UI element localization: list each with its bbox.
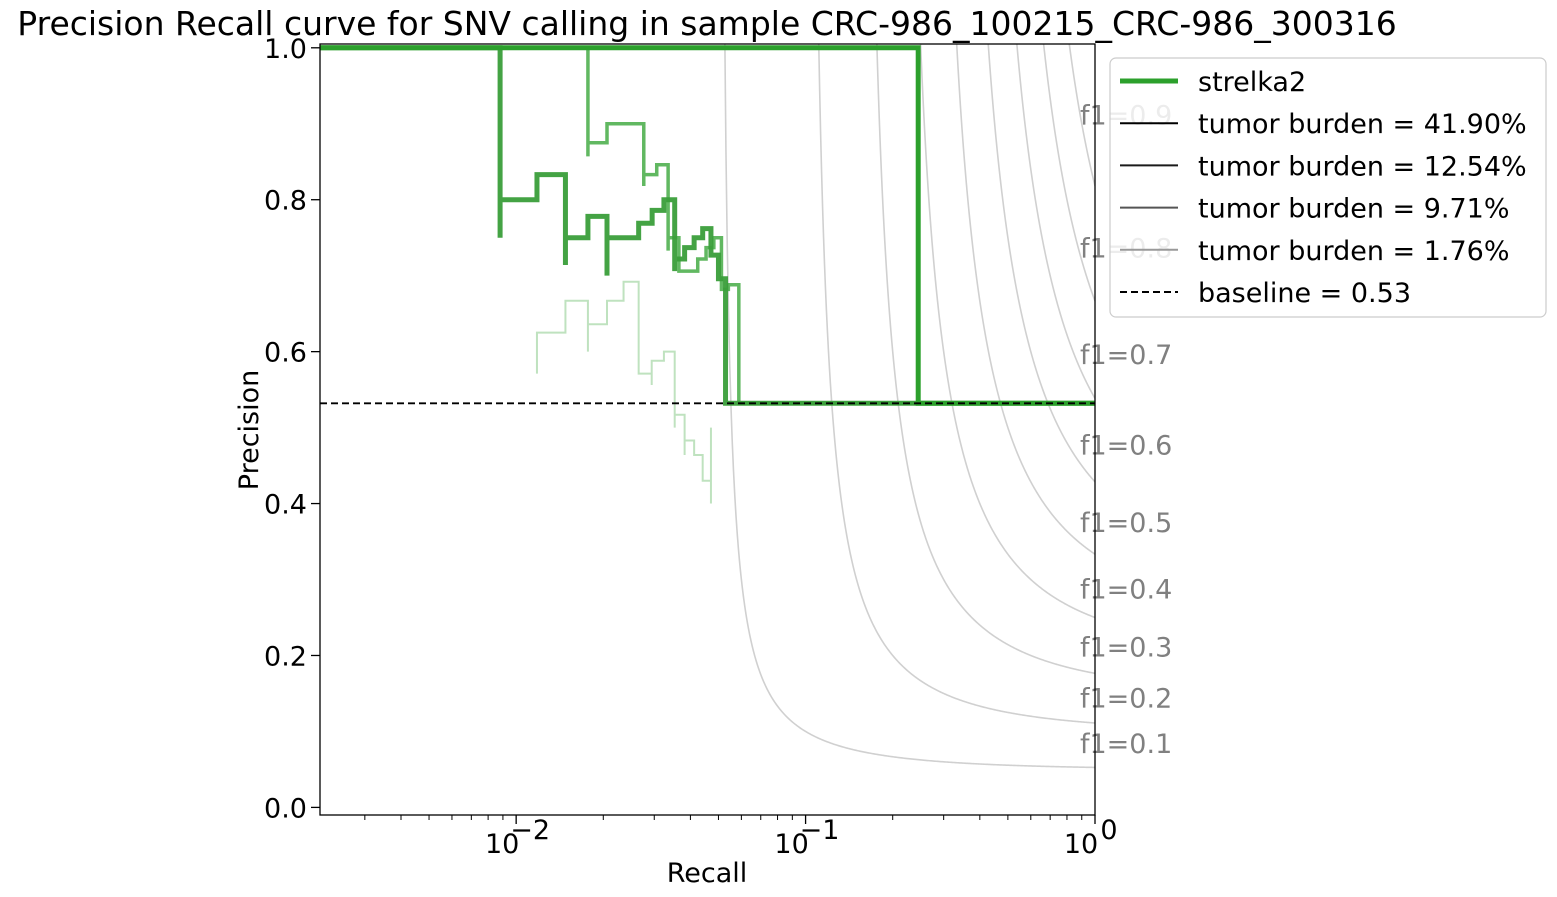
- f1-isoline: [1068, 44, 1095, 187]
- f1-isoline-label: f1=0.4: [1080, 575, 1172, 606]
- y-axis-label: Precision: [234, 370, 265, 490]
- f1-isoline: [817, 44, 1095, 724]
- f1-isoline: [724, 44, 1095, 769]
- x-tick-label: 10: [1064, 829, 1098, 860]
- f1-isoline: [1016, 44, 1095, 399]
- legend-label: tumor burden = 12.54%: [1198, 151, 1527, 182]
- legend-label: tumor burden = 1.76%: [1198, 236, 1510, 267]
- x-axis: 10−2 10−1 10 0: [364, 815, 1118, 860]
- x-tick-label: 10: [485, 829, 519, 860]
- f1-isoline: [919, 44, 1095, 619]
- f1-isoline-label: f1=0.7: [1080, 340, 1172, 371]
- plot-frame: [319, 43, 1096, 816]
- f1-isoline: [987, 44, 1095, 483]
- x-tick-exponent: 0: [1100, 815, 1117, 846]
- legend-label: baseline = 0.53: [1198, 278, 1411, 309]
- series-line: [535, 280, 712, 504]
- legend: strelka2 tumor burden = 41.90% tumor burde…: [1109, 57, 1547, 318]
- legend-label: strelka2: [1198, 67, 1306, 98]
- series-layer: [320, 45, 1095, 504]
- x-tick-exponent: −1: [800, 815, 840, 846]
- legend-box: [1109, 57, 1547, 318]
- f1-isoline-label: f1=0.3: [1080, 632, 1172, 663]
- f1-isoline-label: f1=0.2: [1080, 683, 1172, 714]
- x-tick-label: 10: [774, 829, 808, 860]
- f1-isoline-label: f1=0.1: [1080, 729, 1172, 760]
- f1-isoline-label: f1=0.5: [1080, 508, 1172, 539]
- legend-label: tumor burden = 9.71%: [1198, 194, 1510, 225]
- f1-isoline-label: f1=0.6: [1080, 430, 1172, 461]
- y-tick-label: 0.4: [264, 490, 307, 521]
- y-tick-label: 0.0: [264, 793, 307, 824]
- y-tick-label: 0.2: [264, 641, 307, 672]
- x-tick-exponent: −2: [510, 815, 550, 846]
- f1-isoline: [876, 44, 1095, 675]
- chart-title: Precision Recall curve for SNV calling i…: [17, 4, 1396, 43]
- legend-label: tumor burden = 41.90%: [1198, 109, 1527, 140]
- y-tick-label: 0.8: [264, 186, 307, 217]
- x-axis-label: Recall: [667, 858, 748, 889]
- y-axis: 0.0 0.2 0.4 0.6 0.8 1.0: [264, 34, 320, 824]
- y-tick-label: 0.6: [264, 338, 307, 369]
- f1-isoline: [955, 44, 1095, 555]
- series-line: [320, 45, 1095, 406]
- f1-isoline: [1042, 44, 1095, 302]
- f1-isolines: [724, 44, 1095, 769]
- y-tick-label: 1.0: [264, 34, 307, 65]
